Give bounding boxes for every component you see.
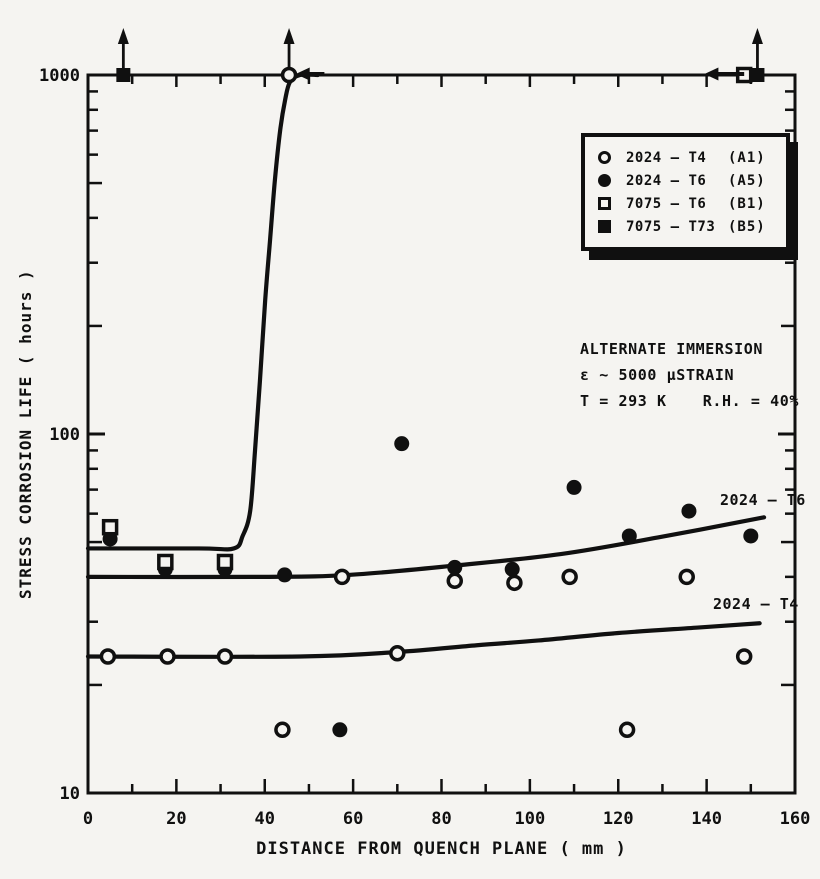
fit-curve (85, 72, 320, 552)
y-tick-labels: 1000 100 10 (39, 66, 80, 804)
legend-series-label: 2024 – T6 (626, 172, 707, 189)
note-humidity: R.H. = 40% (702, 392, 799, 410)
y-tick-label: 100 (49, 425, 80, 445)
data-point-filled-circle (332, 722, 348, 738)
legend-series-code: (A5) (728, 172, 766, 189)
data-point-open-square (216, 553, 234, 571)
legend-series-label: 7075 – T73 (626, 218, 716, 235)
data-point-open-circle (678, 568, 695, 586)
x-tick-label: 20 (166, 809, 186, 829)
data-point-open-circle (159, 648, 176, 665)
x-tick-label: 160 (780, 809, 811, 829)
x-tick-label: 120 (603, 809, 634, 829)
legend-series-code: (B5) (728, 218, 766, 235)
data-point-filled-circle (743, 528, 759, 544)
x-axis-title: DISTANCE FROM QUENCH PLANE ( mm ) (256, 839, 627, 859)
x-tick-label: 80 (431, 809, 451, 829)
series-2024–T4 (99, 66, 753, 739)
curve-label-2024-T4: 2024 – T4 (713, 595, 799, 613)
data-point-filled-circle (277, 567, 293, 583)
legend-series-label: 7075 – T6 (626, 195, 707, 212)
data-point-filled-circle (621, 528, 637, 544)
x-tick-label: 100 (515, 809, 546, 829)
note-line-2: ε ~ 5000 μSTRAIN (580, 366, 735, 384)
y-tick-label: 10 (60, 784, 80, 804)
series-7075–T73 (116, 68, 765, 82)
legend-series-label: 2024 – T4 (626, 149, 707, 166)
x-tick-label: 140 (691, 809, 722, 829)
data-point-open-circle (274, 721, 291, 739)
left-arrow-icon (295, 67, 310, 81)
y-axis-title: STRESS CORROSION LIFE ( hours ) (16, 269, 35, 599)
data-point-open-circle (446, 572, 464, 590)
data-point-filled-circle (504, 561, 520, 577)
filled-circle-icon (598, 174, 611, 187)
data-point-open-circle (506, 574, 523, 592)
data-point-open-circle (216, 648, 234, 665)
open-square-icon (598, 197, 611, 210)
left-arrow-icon (704, 67, 719, 81)
legend-item: 7075 – T73 (B5) (598, 215, 786, 238)
filled-square-icon (598, 220, 611, 233)
legend-series-code: (A1) (728, 149, 766, 166)
data-point-filled-square (750, 68, 765, 82)
open-circle-icon (598, 151, 611, 164)
data-point-open-square (157, 553, 174, 571)
x-tick-label: 0 (83, 809, 93, 829)
data-point-open-circle (280, 66, 298, 84)
data-point-filled-circle (681, 503, 697, 519)
fit-curve (85, 621, 762, 659)
up-arrow-icon (117, 28, 129, 44)
series-2024–T6 (102, 436, 759, 738)
data-point-open-circle (735, 648, 753, 665)
data-point-open-circle (618, 721, 636, 739)
data-point-open-square (101, 518, 119, 536)
data-point-open-circle (389, 645, 406, 662)
data-point-filled-circle (566, 479, 582, 495)
up-arrow-icon (283, 28, 295, 44)
x-tick-label: 40 (255, 809, 275, 829)
x-tick-label: 60 (343, 809, 363, 829)
data-point-open-circle (99, 648, 117, 665)
note-line-1: ALTERNATE IMMERSION (580, 340, 763, 358)
data-point-filled-square (116, 68, 131, 82)
curve-label-2024-T6: 2024 – T6 (720, 491, 806, 509)
test-conditions-note: ALTERNATE IMMERSION ε ~ 5000 μSTRAIN T =… (580, 336, 799, 414)
data-point-open-circle (333, 568, 351, 586)
x-tick-labels: 0 20 40 60 80 100 120 140 160 (83, 809, 810, 829)
runout-arrows (117, 28, 763, 81)
up-arrow-icon (751, 28, 763, 44)
legend-item: 2024 – T6 (A5) (598, 169, 786, 192)
note-temperature: T = 293 K (580, 392, 667, 410)
series-7075–T6 (101, 66, 753, 571)
data-point-open-circle (561, 568, 578, 586)
legend-series-code: (B1) (728, 195, 766, 212)
data-point-filled-circle (394, 436, 410, 452)
data-point-filled-circle (447, 559, 463, 575)
legend-item: 7075 – T6 (B1) (598, 192, 786, 215)
legend-box: 2024 – T4 (A1) 2024 – T6 (A5) 7075 – T6 … (581, 133, 790, 251)
legend-item: 2024 – T4 (A1) (598, 146, 786, 169)
y-tick-label: 1000 (39, 66, 80, 86)
